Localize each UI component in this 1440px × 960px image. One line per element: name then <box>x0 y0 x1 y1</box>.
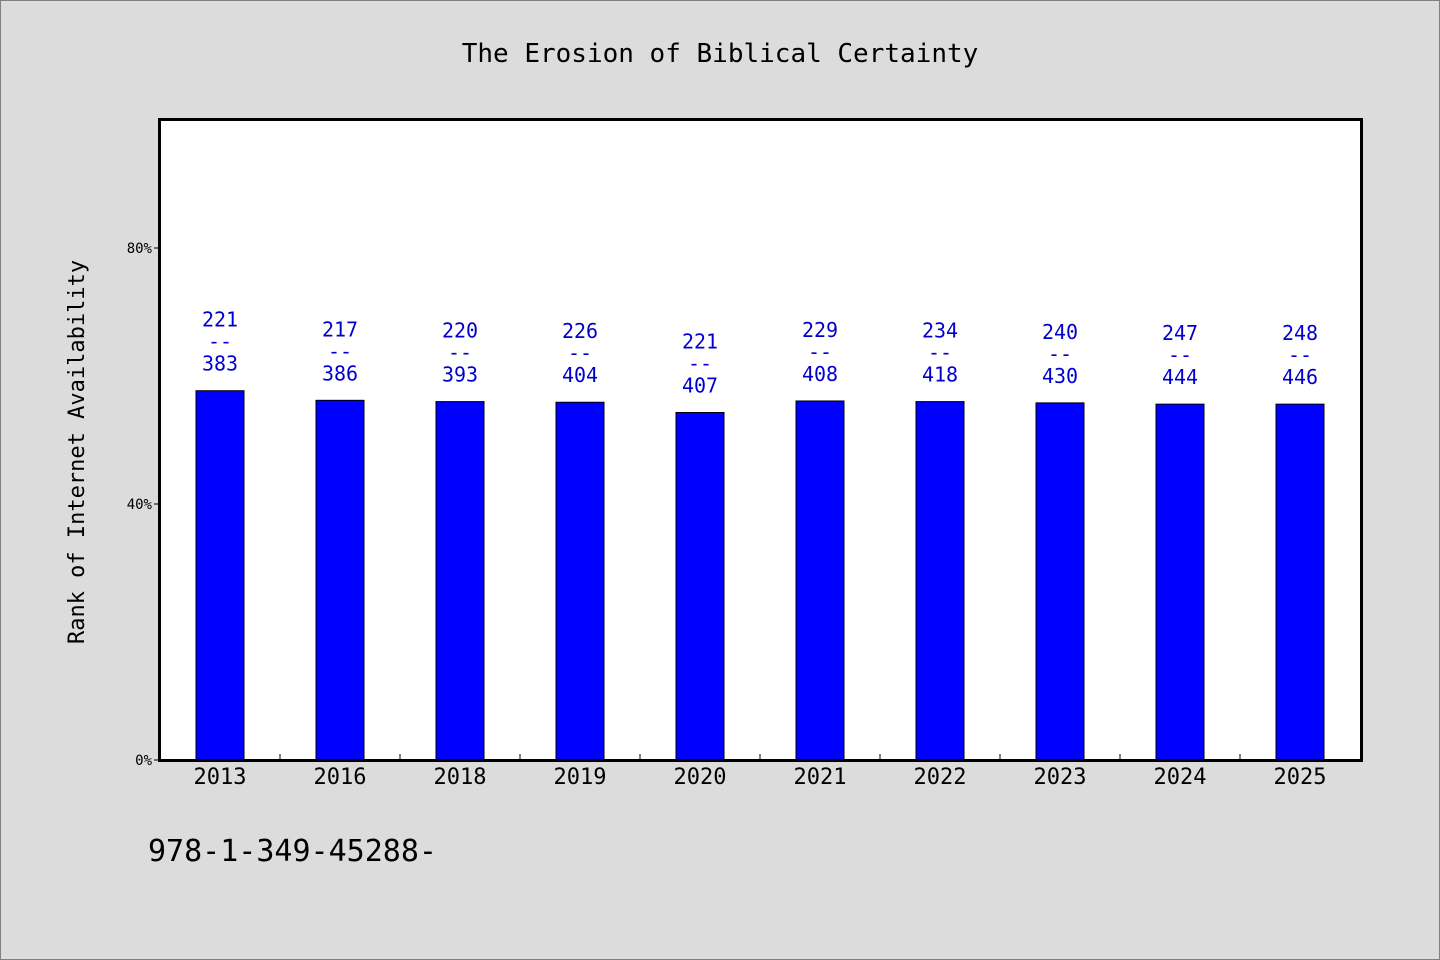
bars-group <box>195 390 1325 761</box>
data-label-2020-sep: -- <box>688 351 712 375</box>
bar-2024 <box>1155 403 1205 761</box>
data-label-2018-bottom: 393 <box>442 363 478 387</box>
bar-2018 <box>435 401 485 761</box>
data-label-2016-sep: -- <box>328 339 352 363</box>
bar-2022 <box>915 401 965 761</box>
data-label-2013-top: 221 <box>202 308 238 332</box>
y-axis-label: Rank of Internet Availability <box>65 260 90 644</box>
data-label-2018-sep: -- <box>448 341 472 365</box>
x-tick-label-2024: 2024 <box>1154 765 1207 790</box>
x-tick-label-2020: 2020 <box>674 765 727 790</box>
x-tick-label-2018: 2018 <box>434 765 487 790</box>
x-tick-label-2025: 2025 <box>1274 765 1327 790</box>
data-label-2013-sep: -- <box>208 330 232 354</box>
chart-title: The Erosion of Biblical Certainty <box>462 39 979 69</box>
x-axis: 2013 2016 2018 2019 2020 2021 2022 2023 2024 2025 <box>194 754 1327 790</box>
data-label-2023-sep: -- <box>1048 342 1072 366</box>
data-label-2025-sep: -- <box>1288 343 1312 367</box>
data-label-2023-top: 240 <box>1042 320 1078 344</box>
bar-2019 <box>555 401 605 761</box>
data-label-2021-top: 229 <box>802 318 838 342</box>
bar-2013 <box>195 390 245 761</box>
data-label-2019-bottom: 404 <box>562 363 598 387</box>
bar-2020 <box>675 411 725 761</box>
data-label-2025-bottom: 446 <box>1282 365 1318 389</box>
data-label-2018-top: 220 <box>442 319 478 343</box>
data-labels-group: 221--383217--386220--393226--404221--407… <box>202 308 1318 398</box>
data-label-2022-bottom: 418 <box>922 363 958 387</box>
data-label-2024-bottom: 444 <box>1162 365 1198 389</box>
data-label-2019-top: 226 <box>562 319 598 343</box>
bar-2025 <box>1275 403 1325 761</box>
x-tick-label-2013: 2013 <box>194 765 247 790</box>
data-label-2016-top: 217 <box>322 317 358 341</box>
plot-border <box>158 118 1363 762</box>
x-tick-label-2016: 2016 <box>314 765 367 790</box>
bar-2016 <box>315 399 365 761</box>
y-axis: 0% 40% 80% <box>127 241 160 769</box>
data-label-2024-sep: -- <box>1168 343 1192 367</box>
x-tick-label-2021: 2021 <box>794 765 847 790</box>
data-label-2022-top: 234 <box>922 319 958 343</box>
data-label-2019-sep: -- <box>568 341 592 365</box>
data-label-2016-bottom: 386 <box>322 361 358 385</box>
bar-2023 <box>1035 402 1085 761</box>
data-label-2022-sep: -- <box>928 341 952 365</box>
x-tick-label-2023: 2023 <box>1034 765 1087 790</box>
y-tick-label-40: 40% <box>127 497 153 513</box>
y-tick-label-0: 0% <box>135 753 152 769</box>
data-label-2021-sep: -- <box>808 340 832 364</box>
data-label-2021-bottom: 408 <box>802 362 838 386</box>
data-label-2023-bottom: 430 <box>1042 364 1078 388</box>
data-label-2013-bottom: 383 <box>202 352 238 376</box>
y-tick-label-80: 80% <box>127 241 153 257</box>
data-label-2020-bottom: 407 <box>682 373 718 397</box>
x-tick-label-2022: 2022 <box>914 765 967 790</box>
x-tick-label-2019: 2019 <box>554 765 607 790</box>
bar-2021 <box>795 400 845 761</box>
footnote: 978-1-349-45288- <box>148 834 437 869</box>
data-label-2020-top: 221 <box>682 329 718 353</box>
data-label-2025-top: 248 <box>1282 321 1318 345</box>
data-label-2024-top: 247 <box>1162 321 1198 345</box>
